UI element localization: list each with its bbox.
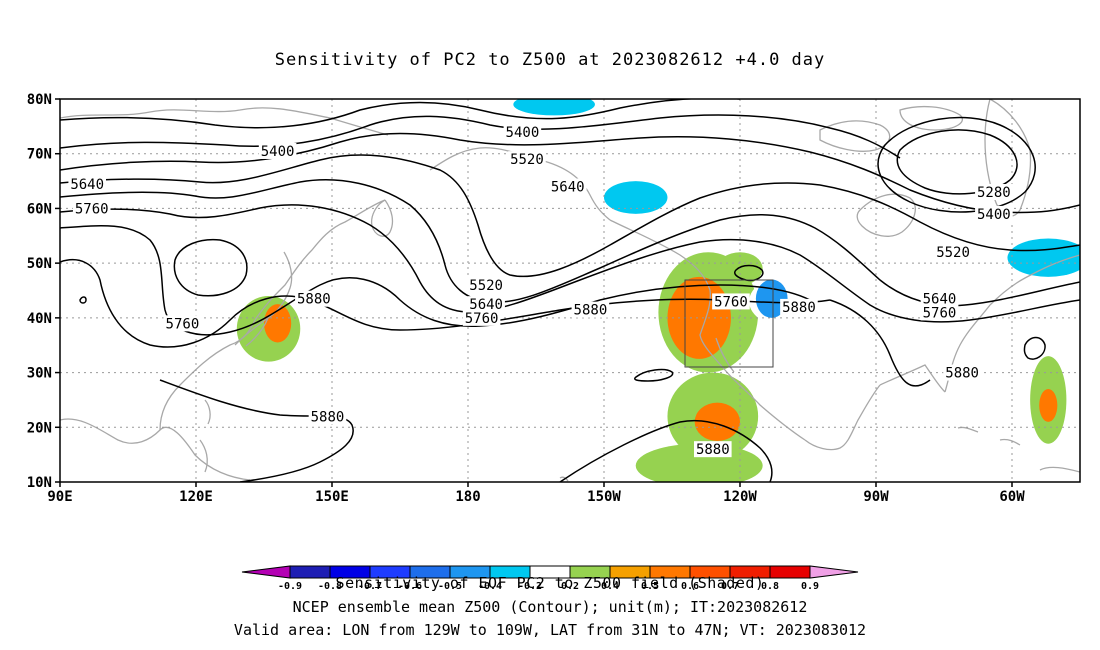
contour-label-17: 5760 [465, 311, 499, 327]
colorbar-label-8: 0.4 [601, 581, 619, 592]
longitude-labels: 90E 120E 150E 180 150W 120W 90W 60W [47, 482, 1025, 505]
contour-label-bg-0 [258, 142, 297, 159]
contour-label-3: 5640 [551, 180, 585, 196]
lon-label-0: 90E [47, 489, 72, 505]
lat-label-3: 50N [27, 256, 52, 272]
contour-label-bg-5 [975, 205, 1013, 222]
colorbar-label-9: 0.5 [641, 581, 659, 592]
contour-label-bg-18 [571, 301, 610, 318]
lat-label-5: 30N [27, 366, 52, 382]
lat-label-4: 40N [27, 311, 52, 327]
contour-label-bg-10 [68, 175, 106, 192]
lon-label-7: 60W [999, 489, 1025, 505]
colorbar-label-6: -0.2 [518, 581, 542, 592]
lon-label-6: 90W [863, 489, 889, 505]
lon-label-3: 180 [455, 489, 480, 505]
lat-label-0: 80N [27, 92, 52, 108]
colorbar-label-11: 0.7 [721, 581, 739, 592]
contour-label-5: 5400 [977, 207, 1011, 223]
caption-line-3: Valid area: LON from 129W to 109W, LAT f… [233, 621, 867, 639]
contour-label-bg-12 [295, 290, 333, 307]
colorbar-label-2: -0.7 [358, 581, 382, 592]
shaded-region-7 [264, 304, 292, 343]
shaded-region-17 [1007, 380, 1026, 420]
contour-label-bg-9 [943, 364, 981, 381]
caption-line-2: NCEP ensemble mean Z500 (Contour); unit(… [292, 598, 808, 616]
valid-area-box [684, 279, 774, 368]
contour-label-bg-20 [780, 298, 818, 315]
shaded-region-14 [755, 279, 788, 318]
contour-label-13: 5760 [166, 316, 200, 332]
coastline-layer [60, 99, 1080, 482]
contour-label-bg-3 [548, 178, 587, 195]
z500-contours [60, 99, 1080, 482]
colorbar-label-4: -0.5 [438, 581, 462, 592]
contour-label-bg-16 [467, 296, 505, 313]
shaded-region-16 [1007, 238, 1080, 277]
plot-title: Sensitivity of PC2 to Z500 at 2023082612… [274, 50, 826, 70]
contour-label-bg-21 [694, 441, 732, 458]
shaded-region-4 [694, 402, 740, 441]
contour-label-bg-1 [503, 123, 542, 140]
contour-label-bg-19 [712, 293, 750, 310]
contour-label-10: 5640 [70, 177, 104, 193]
colorbar-label-7: 0.2 [561, 581, 579, 592]
lat-label-1: 70N [27, 147, 52, 163]
colorbar-label-1: -0.8 [318, 581, 342, 592]
contour-label-16: 5640 [469, 297, 503, 313]
shaded-region-11 [604, 181, 668, 214]
lon-label-5: 120W [723, 489, 757, 505]
lon-label-2: 150E [315, 489, 349, 505]
lon-label-1: 120E [179, 489, 213, 505]
colorbar-label-10: 0.6 [681, 581, 699, 592]
contour-label-19: 5760 [714, 294, 748, 310]
shaded-sensitivity-layer [236, 99, 1080, 482]
colorbar-label-12: 0.8 [761, 581, 779, 592]
latitude-labels: 80N 70N 60N 50N 40N 30N 20N 10N [27, 92, 60, 491]
contour-label-2: 5520 [510, 152, 544, 168]
contour-label-7: 5640 [923, 292, 957, 308]
colorbar-label-0: -0.9 [278, 581, 302, 592]
contour-label-bg-14 [308, 408, 347, 425]
contour-label-bg-6 [934, 244, 972, 261]
contour-label-bg-17 [462, 309, 501, 326]
colorbar-label-13: 0.9 [801, 581, 819, 592]
shaded-region-9 [1039, 388, 1058, 422]
contour-label-6: 5520 [936, 245, 970, 261]
contour-label-bg-11 [72, 200, 111, 217]
plot-frame [59, 98, 1081, 483]
colorbar-label-5: -0.4 [478, 581, 502, 592]
contour-label-4: 5280 [977, 185, 1011, 201]
lat-label-2: 60N [27, 201, 52, 217]
contour-label-21: 5880 [696, 442, 730, 458]
colorbar: -0.9 -0.8 -0.7 -0.6 -0.5 -0.4 -0.2 0.2 0.4 0.5 0.6… [241, 565, 859, 592]
contour-label-bg-7 [920, 290, 959, 307]
contour-label-14: 5880 [311, 409, 345, 425]
contour-label-bg-15 [467, 277, 505, 294]
colorbar-high-arrow [809, 565, 859, 579]
colorbar-label-3: -0.6 [398, 581, 422, 592]
contour-label-20: 5880 [782, 300, 816, 316]
contour-label-bg-2 [508, 151, 546, 168]
lat-label-6: 20N [27, 420, 52, 436]
lat-label-7: 10N [27, 475, 52, 491]
contour-label-9: 5880 [945, 366, 979, 382]
contour-label-11: 5760 [75, 201, 109, 217]
contour-label-18: 5880 [574, 303, 608, 319]
contour-label-1: 5400 [506, 125, 540, 141]
contour-label-bg-4 [975, 184, 1013, 201]
contour-label-12: 5880 [297, 292, 331, 308]
shaded-region-12 [513, 99, 595, 116]
contour-label-0: 5400 [261, 144, 295, 160]
contour-label-8: 5760 [923, 305, 957, 321]
contour-label-bg-8 [920, 304, 959, 321]
contour-label-bg-13 [163, 315, 202, 332]
graticule-grid [60, 99, 1080, 482]
caption-line-1: Sensitivity of EOF PC2 to Z500 field (Sh… [335, 574, 765, 592]
contour-label-15: 5520 [469, 278, 503, 294]
lon-label-4: 150W [587, 489, 621, 505]
